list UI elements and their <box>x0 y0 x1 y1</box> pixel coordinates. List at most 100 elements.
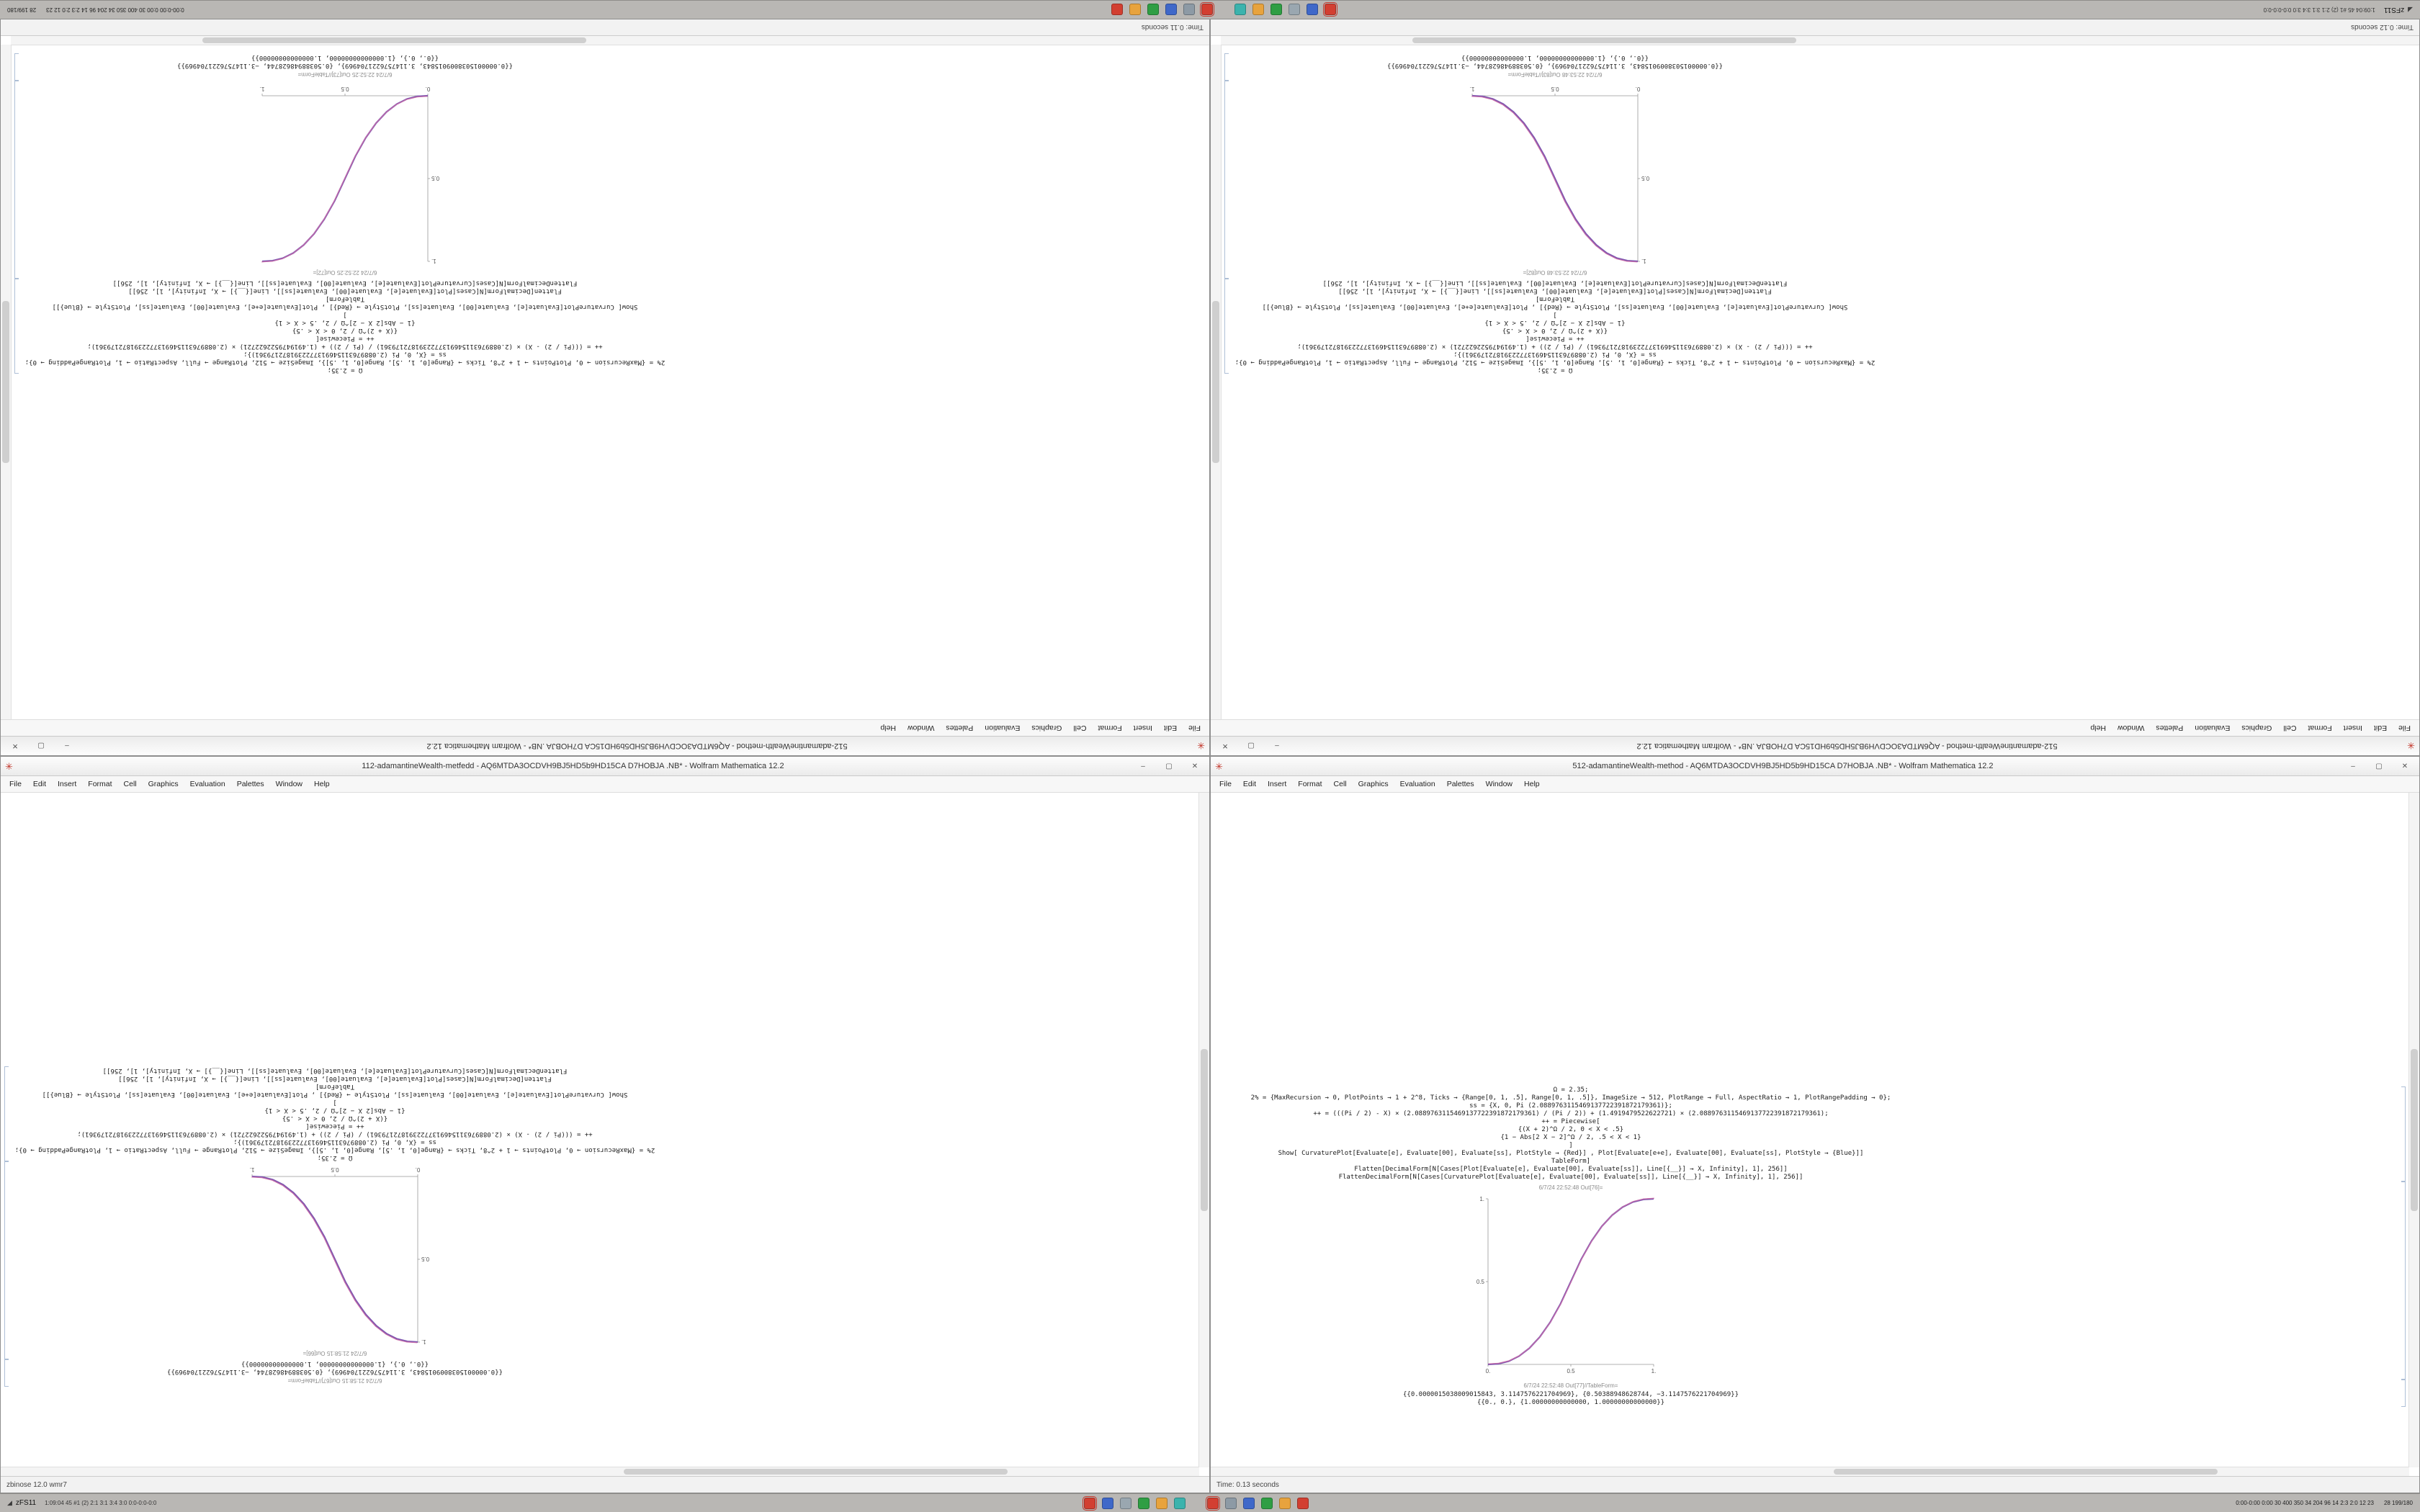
taskbar-app-icon[interactable] <box>1137 1497 1150 1509</box>
scrollbar-thumb[interactable] <box>1201 1049 1208 1211</box>
code-line[interactable]: ++ = (((Pi / 2) - X) × (2.08897631154691… <box>1313 1110 1829 1117</box>
menu-item[interactable]: Edit <box>2373 724 2388 732</box>
vertical-scrollbar[interactable] <box>1 45 12 719</box>
code-line[interactable]: Flatten[DecimalForm[N[Cases[Plot[Evaluat… <box>118 1075 552 1082</box>
menu-item[interactable]: Cell <box>1333 780 1347 788</box>
taskbar-app-icon[interactable] <box>1260 1497 1273 1509</box>
code-line[interactable]: TableForm] <box>1535 295 1575 302</box>
menu-item[interactable]: Evaluation <box>2195 724 2231 732</box>
code-line[interactable]: ss = {X, 0, Pi (2.0889763115469137722391… <box>1469 1102 1672 1110</box>
menu-item[interactable]: Cell <box>123 780 137 788</box>
vertical-scrollbar[interactable] <box>2408 793 2419 1467</box>
menu-item[interactable]: Format <box>2308 724 2332 732</box>
code-line[interactable]: ++ = (((Pi / 2) - X) × (2.08897631154691… <box>77 1130 593 1138</box>
window-titlebar[interactable]: ✳ 512-adamantineWealth-method - AQ6MTDA3… <box>1 736 1209 755</box>
menu-item[interactable]: Help <box>1524 780 1540 788</box>
code-line[interactable]: {1 − Abs[2 X − 2]^Ω / 2, .5 < X < 1} <box>1500 1134 1641 1141</box>
vertical-scrollbar[interactable] <box>1211 45 1222 719</box>
code-line[interactable]: Flatten[DecimalForm[N[Cases[Plot[Evaluat… <box>1338 287 1772 294</box>
scrollbar-thumb[interactable] <box>1834 1469 2218 1475</box>
cell-bracket[interactable] <box>1224 53 1229 81</box>
code-line[interactable]: ++ = Piecewise[ <box>315 335 375 342</box>
minimize-button[interactable]: – <box>65 742 69 750</box>
taskbar-app-icon[interactable] <box>1323 2 1338 17</box>
taskbar-app-icon[interactable] <box>1289 4 1301 16</box>
scrollbar-thumb[interactable] <box>2411 1049 2418 1211</box>
menu-item[interactable]: Help <box>880 724 896 732</box>
code-line[interactable]: ++ = Piecewise[ <box>305 1122 364 1130</box>
menu-item[interactable]: Palettes <box>236 780 264 788</box>
taskbar-app-icon[interactable] <box>1296 1497 1309 1509</box>
code-line[interactable]: ] <box>333 1099 337 1106</box>
code-line[interactable]: ++ = Piecewise[ <box>1541 1118 1600 1125</box>
code-line[interactable]: Ω = 2.35; <box>1553 1086 1589 1094</box>
menu-item[interactable]: Format <box>1098 724 1122 732</box>
scrollbar-thumb[interactable] <box>1212 301 1219 463</box>
notebook-area[interactable]: Ω = 2.35; 2% = {MaxRecursion → 0, PlotPoi… <box>1 36 1209 719</box>
taskbar-app-icon[interactable] <box>1252 4 1265 16</box>
scrollbar-thumb[interactable] <box>202 37 586 43</box>
cell-bracket[interactable] <box>14 279 19 374</box>
code-line[interactable]: {1 − Abs[2 X − 2]^Ω / 2, .5 < X < 1} <box>264 1107 405 1114</box>
code-line[interactable]: Show[ CurvaturePlot[Evaluate[e], Evaluat… <box>52 303 638 310</box>
code-line[interactable]: 2% = {MaxRecursion → 0, PlotPoints → 1 +… <box>1234 359 1876 366</box>
code-line[interactable]: {1 − Abs[2 X − 2]^Ω / 2, .5 < X < 1} <box>1484 319 1626 326</box>
menu-item[interactable]: Graphics <box>1031 724 1062 732</box>
code-line[interactable]: ss = {X, 0, Pi (2.0889763115469137722391… <box>243 351 447 358</box>
notebook-area[interactable]: Ω = 2.35; 2% = {MaxRecursion → 0, PlotPoi… <box>1211 793 2419 1476</box>
menu-item[interactable]: Edit <box>1242 780 1257 788</box>
close-button[interactable]: ✕ <box>1191 762 1198 770</box>
taskbar-app-icon[interactable] <box>1234 4 1247 16</box>
menu-item[interactable]: Evaluation <box>1399 780 1435 788</box>
taskbar-app-icon[interactable] <box>1111 4 1124 16</box>
menu-item[interactable]: Help <box>314 780 330 788</box>
scrollbar-thumb[interactable] <box>2 301 9 463</box>
code-line[interactable]: Flatten[DecimalForm[N[Cases[Plot[Evaluat… <box>1354 1166 1788 1173</box>
menu-item[interactable]: File <box>9 780 22 788</box>
maximize-button[interactable]: ▢ <box>37 742 45 750</box>
taskbar-app-icon[interactable] <box>1278 1497 1291 1509</box>
menu-item[interactable]: Window <box>275 780 303 788</box>
code-line[interactable]: {(X + 2)^Ω / 2, 0 < X < .5} <box>1502 327 1608 334</box>
code-line[interactable]: {(X + 2)^Ω / 2, 0 < X < .5} <box>282 1115 388 1122</box>
notebook-area[interactable]: Ω = 2.35; 2% = {MaxRecursion → 0, PlotPoi… <box>1 793 1209 1476</box>
menu-item[interactable]: Palettes <box>1446 780 1474 788</box>
cell-bracket[interactable] <box>2401 1182 2406 1380</box>
taskbar-app-icon[interactable] <box>1147 4 1160 16</box>
code-line[interactable]: Show[ CurvaturePlot[Evaluate[e], Evaluat… <box>42 1091 628 1098</box>
menu-item[interactable]: Insert <box>1268 780 1287 788</box>
code-line[interactable]: FlattenDecimalForm[N[Cases[CurvaturePlot… <box>102 1067 568 1074</box>
code-line[interactable]: ss = {X, 0, Pi (2.0889763115469137722391… <box>233 1138 436 1146</box>
menu-item[interactable]: Window <box>1485 780 1513 788</box>
code-line[interactable]: Flatten[DecimalForm[N[Cases[Plot[Evaluat… <box>128 287 562 294</box>
menu-item[interactable]: Palettes <box>946 724 974 732</box>
code-line[interactable]: {(X + 2)^Ω / 2, 0 < X < .5} <box>1518 1126 1624 1133</box>
code-line[interactable]: FlattenDecimalForm[N[Cases[CurvaturePlot… <box>112 279 578 287</box>
code-line[interactable]: Ω = 2.35; <box>317 1154 353 1161</box>
code-line[interactable]: ++ = Piecewise[ <box>1525 335 1585 342</box>
code-line[interactable]: FlattenDecimalForm[N[Cases[CurvaturePlot… <box>1338 1174 1803 1181</box>
menu-item[interactable]: Window <box>907 724 935 732</box>
menu-item[interactable]: Evaluation <box>985 724 1021 732</box>
cell-bracket[interactable] <box>1224 279 1229 374</box>
taskbar-app-icon[interactable] <box>1183 4 1196 16</box>
code-line[interactable]: Ω = 2.35; <box>327 366 363 374</box>
menu-item[interactable]: File <box>1188 724 1201 732</box>
code-line[interactable]: FlattenDecimalForm[N[Cases[CurvaturePlot… <box>1322 279 1788 287</box>
taskbar-app-icon[interactable] <box>1173 1497 1186 1509</box>
code-line[interactable]: TableForm] <box>315 1083 355 1090</box>
menu-item[interactable]: Evaluation <box>189 780 225 788</box>
menu-item[interactable]: Edit <box>1163 724 1178 732</box>
window-titlebar[interactable]: ✳ 112-adamantineWealth-metfedd - AQ6MTDA… <box>1 757 1209 776</box>
cell-bracket[interactable] <box>1224 81 1229 279</box>
cell-bracket[interactable] <box>14 81 19 279</box>
menu-item[interactable]: Format <box>1298 780 1322 788</box>
code-line[interactable]: ++ = (((Pi / 2) - X) × (2.08897631154691… <box>1297 343 1813 350</box>
menu-item[interactable]: Edit <box>32 780 47 788</box>
maximize-button[interactable]: ▢ <box>1247 742 1255 750</box>
start-button[interactable]: ◢ zFS11 <box>7 1499 36 1507</box>
taskbar-app-icon[interactable] <box>1082 1495 1097 1511</box>
horizontal-scrollbar[interactable] <box>11 36 1209 45</box>
code-line[interactable]: 2% = {MaxRecursion → 0, PlotPoints → 1 +… <box>1250 1094 1891 1102</box>
minimize-button[interactable]: – <box>2351 762 2355 770</box>
